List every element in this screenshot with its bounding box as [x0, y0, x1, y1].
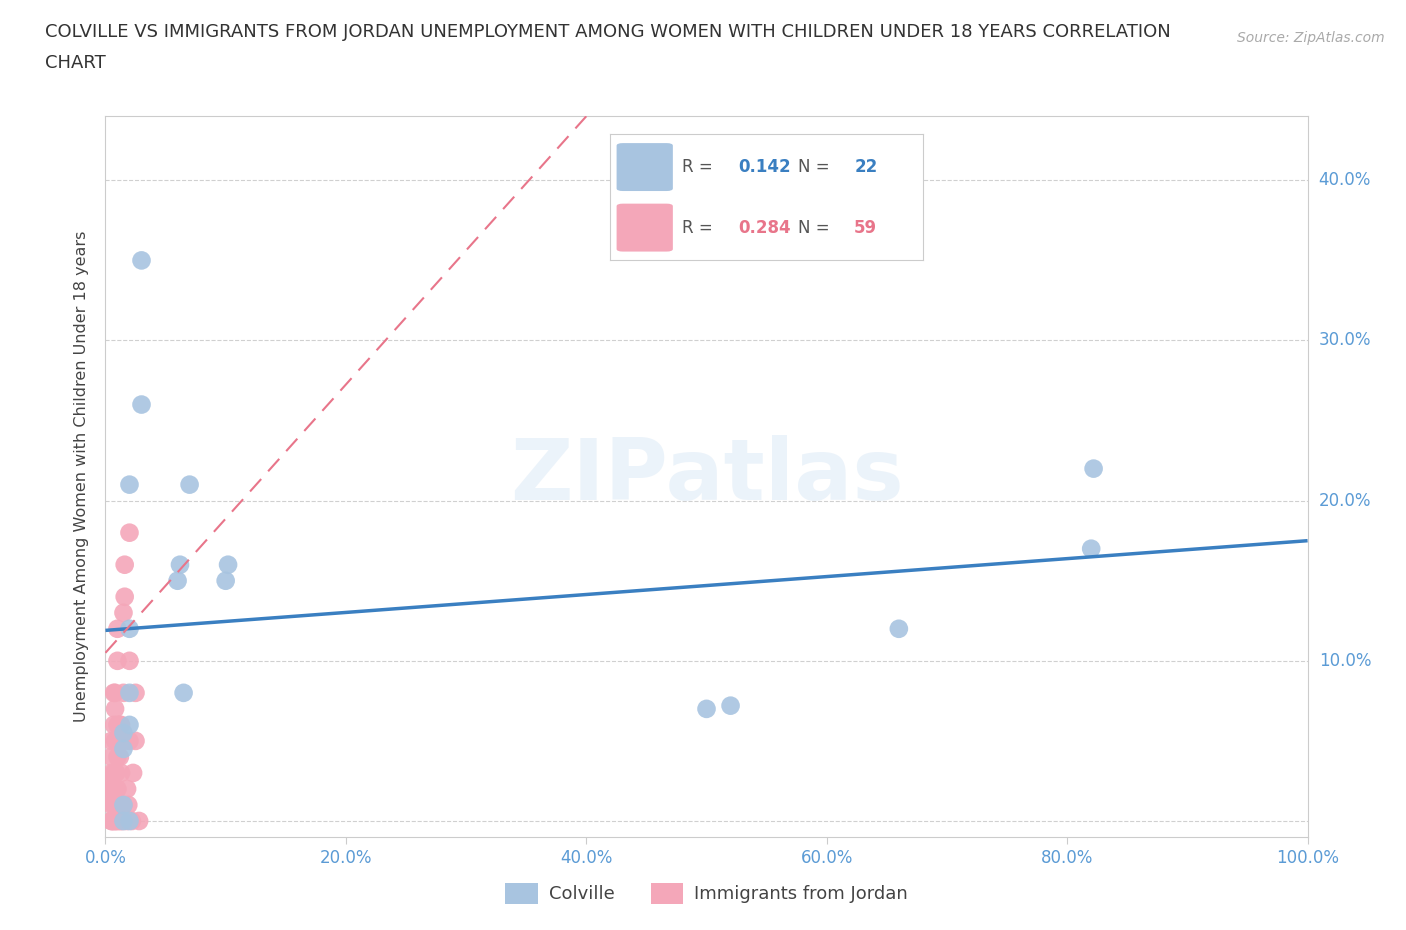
Point	[112, 814, 135, 829]
Point	[122, 765, 145, 780]
Point	[110, 765, 132, 780]
Point	[107, 717, 129, 732]
Point	[100, 734, 122, 749]
Point	[169, 557, 191, 572]
Point	[104, 701, 127, 716]
Point	[104, 734, 127, 749]
Text: Source: ZipAtlas.com: Source: ZipAtlas.com	[1237, 31, 1385, 45]
Point	[107, 654, 129, 669]
Point	[166, 573, 188, 588]
Point	[110, 717, 132, 732]
Point	[103, 798, 125, 813]
Point	[114, 590, 136, 604]
Point	[1080, 541, 1102, 556]
Text: ZIPatlas: ZIPatlas	[509, 435, 904, 518]
Point	[720, 698, 742, 713]
Point	[121, 814, 143, 829]
Point	[124, 734, 146, 749]
Point	[108, 814, 131, 829]
Point	[112, 798, 135, 813]
Point	[105, 765, 128, 780]
Point	[117, 798, 139, 813]
Point	[112, 605, 135, 620]
Point	[131, 253, 153, 268]
Point	[696, 701, 718, 716]
Point	[118, 654, 141, 669]
Point	[103, 781, 125, 796]
Point	[112, 814, 135, 829]
Point	[103, 685, 125, 700]
Point	[112, 798, 135, 813]
Point	[103, 814, 125, 829]
Point	[104, 814, 127, 829]
Point	[128, 814, 150, 829]
Point	[179, 477, 201, 492]
Point	[115, 781, 138, 796]
Point	[100, 790, 122, 804]
Text: 40.0%: 40.0%	[1319, 171, 1371, 190]
Point	[115, 814, 138, 829]
Point	[100, 765, 122, 780]
Point	[107, 734, 129, 749]
Point	[112, 685, 135, 700]
Point	[112, 725, 135, 740]
Point	[107, 621, 129, 636]
Text: 30.0%: 30.0%	[1319, 331, 1371, 350]
Point	[118, 685, 141, 700]
Y-axis label: Unemployment Among Women with Children Under 18 years: Unemployment Among Women with Children U…	[75, 231, 90, 723]
Point	[107, 781, 129, 796]
Point	[100, 781, 122, 796]
Point	[112, 734, 135, 749]
Point	[100, 774, 122, 789]
Point	[114, 557, 136, 572]
Point	[118, 621, 141, 636]
Point	[111, 734, 134, 749]
Point	[103, 765, 125, 780]
Point	[124, 685, 146, 700]
Point	[118, 477, 141, 492]
Point	[887, 621, 910, 636]
Point	[108, 717, 131, 732]
Point	[104, 781, 127, 796]
Point	[105, 798, 128, 813]
Point	[118, 717, 141, 732]
Point	[103, 717, 125, 732]
Point	[118, 525, 141, 540]
Point	[104, 685, 127, 700]
Point	[104, 798, 127, 813]
Point	[100, 798, 122, 813]
Point	[217, 557, 239, 572]
Point	[112, 741, 135, 756]
Point	[173, 685, 195, 700]
Point	[100, 814, 122, 829]
Text: 20.0%: 20.0%	[1319, 492, 1371, 510]
Point	[100, 814, 122, 829]
Point	[214, 573, 236, 588]
Point	[107, 814, 129, 829]
Point	[108, 750, 131, 764]
Point	[108, 798, 131, 813]
Text: 10.0%: 10.0%	[1319, 652, 1371, 670]
Text: COLVILLE VS IMMIGRANTS FROM JORDAN UNEMPLOYMENT AMONG WOMEN WITH CHILDREN UNDER : COLVILLE VS IMMIGRANTS FROM JORDAN UNEMP…	[45, 23, 1171, 41]
Legend: Colville, Immigrants from Jordan: Colville, Immigrants from Jordan	[498, 875, 915, 910]
Point	[100, 750, 122, 764]
Point	[110, 814, 132, 829]
Point	[101, 814, 124, 829]
Point	[1083, 461, 1105, 476]
Point	[131, 397, 153, 412]
Point	[118, 734, 141, 749]
Point	[107, 798, 129, 813]
Point	[105, 814, 128, 829]
Point	[118, 814, 141, 829]
Text: CHART: CHART	[45, 54, 105, 72]
Point	[107, 750, 129, 764]
